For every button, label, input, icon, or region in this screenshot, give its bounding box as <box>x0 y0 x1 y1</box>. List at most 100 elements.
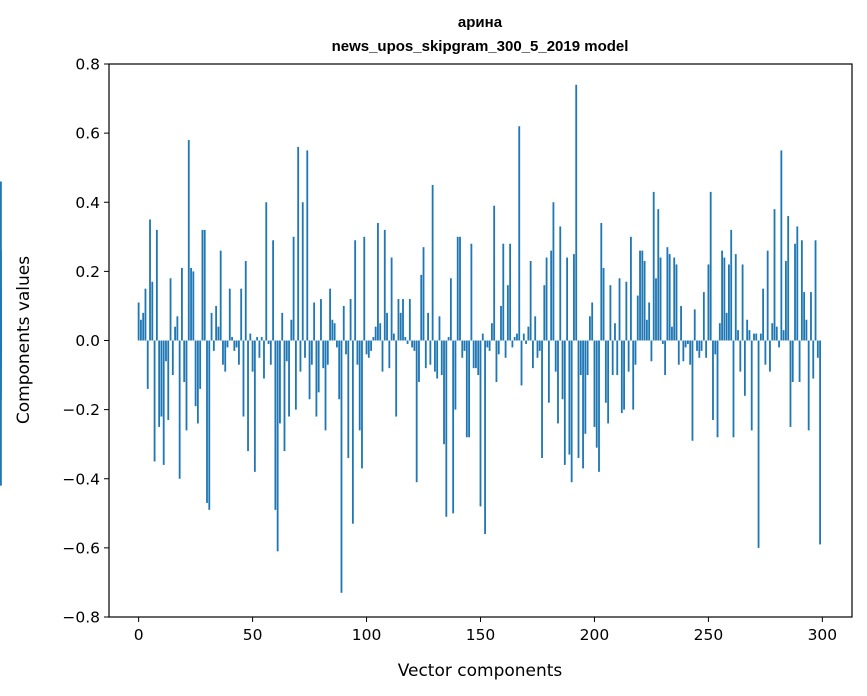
bar <box>759 333 762 341</box>
bar <box>283 340 286 452</box>
x-tick-label: 50 <box>243 626 263 644</box>
bar <box>661 340 664 344</box>
bar <box>358 340 361 431</box>
bar <box>586 340 589 376</box>
bar <box>297 146 300 341</box>
bar <box>310 340 313 365</box>
bar <box>434 340 436 372</box>
bar <box>238 340 240 365</box>
bar <box>404 337 407 341</box>
bar <box>627 340 630 372</box>
bar <box>162 340 165 465</box>
bar <box>506 285 509 341</box>
bar <box>532 340 534 369</box>
bar <box>513 337 516 341</box>
bar <box>351 340 354 524</box>
bar <box>664 340 667 376</box>
bar <box>641 250 644 341</box>
bar <box>338 340 341 400</box>
bar <box>326 340 329 365</box>
bar <box>618 278 621 341</box>
bar <box>155 229 158 341</box>
bar <box>518 126 521 341</box>
bars-group <box>0 84 821 593</box>
bar <box>495 340 498 382</box>
bar <box>593 340 596 427</box>
bar <box>224 340 227 372</box>
bar <box>684 340 687 348</box>
bar <box>552 202 555 341</box>
bar <box>563 340 566 465</box>
bar <box>397 299 400 341</box>
bar <box>659 257 662 341</box>
bar <box>299 340 302 372</box>
bar <box>269 340 272 365</box>
bar <box>645 319 648 341</box>
bar <box>504 340 507 358</box>
bar <box>698 340 701 358</box>
bar <box>399 312 402 341</box>
bar <box>461 340 464 358</box>
bar <box>329 288 331 341</box>
bar <box>657 209 660 341</box>
y-axis-label: Components values <box>14 256 34 424</box>
bar <box>263 340 265 379</box>
bar <box>718 323 721 341</box>
bar <box>568 340 571 455</box>
bar <box>0 340 2 486</box>
bar <box>215 305 218 341</box>
bar <box>324 340 327 431</box>
bar <box>140 319 142 341</box>
bar <box>165 340 167 362</box>
bar <box>274 340 277 510</box>
bar <box>525 340 527 344</box>
bar <box>636 295 639 341</box>
bar <box>632 340 635 410</box>
bar <box>611 340 614 376</box>
bar <box>308 340 311 400</box>
bar <box>561 340 564 400</box>
bar <box>798 340 801 382</box>
bar <box>331 319 334 341</box>
bar <box>634 340 637 365</box>
bar <box>456 236 459 341</box>
bar <box>267 340 270 344</box>
bar <box>541 340 543 459</box>
bar <box>392 333 395 341</box>
bar <box>520 340 523 386</box>
y-tick-label: 0.6 <box>75 125 100 143</box>
bar <box>591 302 594 341</box>
bar <box>545 257 548 341</box>
bar <box>650 340 653 362</box>
bar <box>497 340 500 355</box>
bar <box>149 219 151 341</box>
bar <box>479 340 482 507</box>
bar <box>222 340 224 365</box>
bar <box>812 340 815 379</box>
bar <box>176 316 179 341</box>
bar <box>746 319 749 341</box>
bar <box>208 340 211 510</box>
bar <box>803 292 806 341</box>
bar <box>418 340 420 382</box>
bar <box>294 340 297 410</box>
y-tick-label: −0.2 <box>62 401 100 419</box>
bar <box>370 340 373 351</box>
bar <box>686 340 689 344</box>
bar <box>543 285 546 341</box>
bar <box>493 205 496 341</box>
bar <box>734 254 737 341</box>
x-tick-label: 150 <box>466 626 496 644</box>
bar <box>260 337 263 341</box>
bar <box>160 340 163 417</box>
bar <box>463 340 466 351</box>
bar <box>607 340 610 424</box>
bar <box>313 302 316 341</box>
bar <box>486 340 489 348</box>
bar <box>201 229 204 341</box>
bar <box>707 264 710 341</box>
bar <box>438 316 441 341</box>
bar <box>538 340 541 351</box>
bar <box>691 340 694 441</box>
